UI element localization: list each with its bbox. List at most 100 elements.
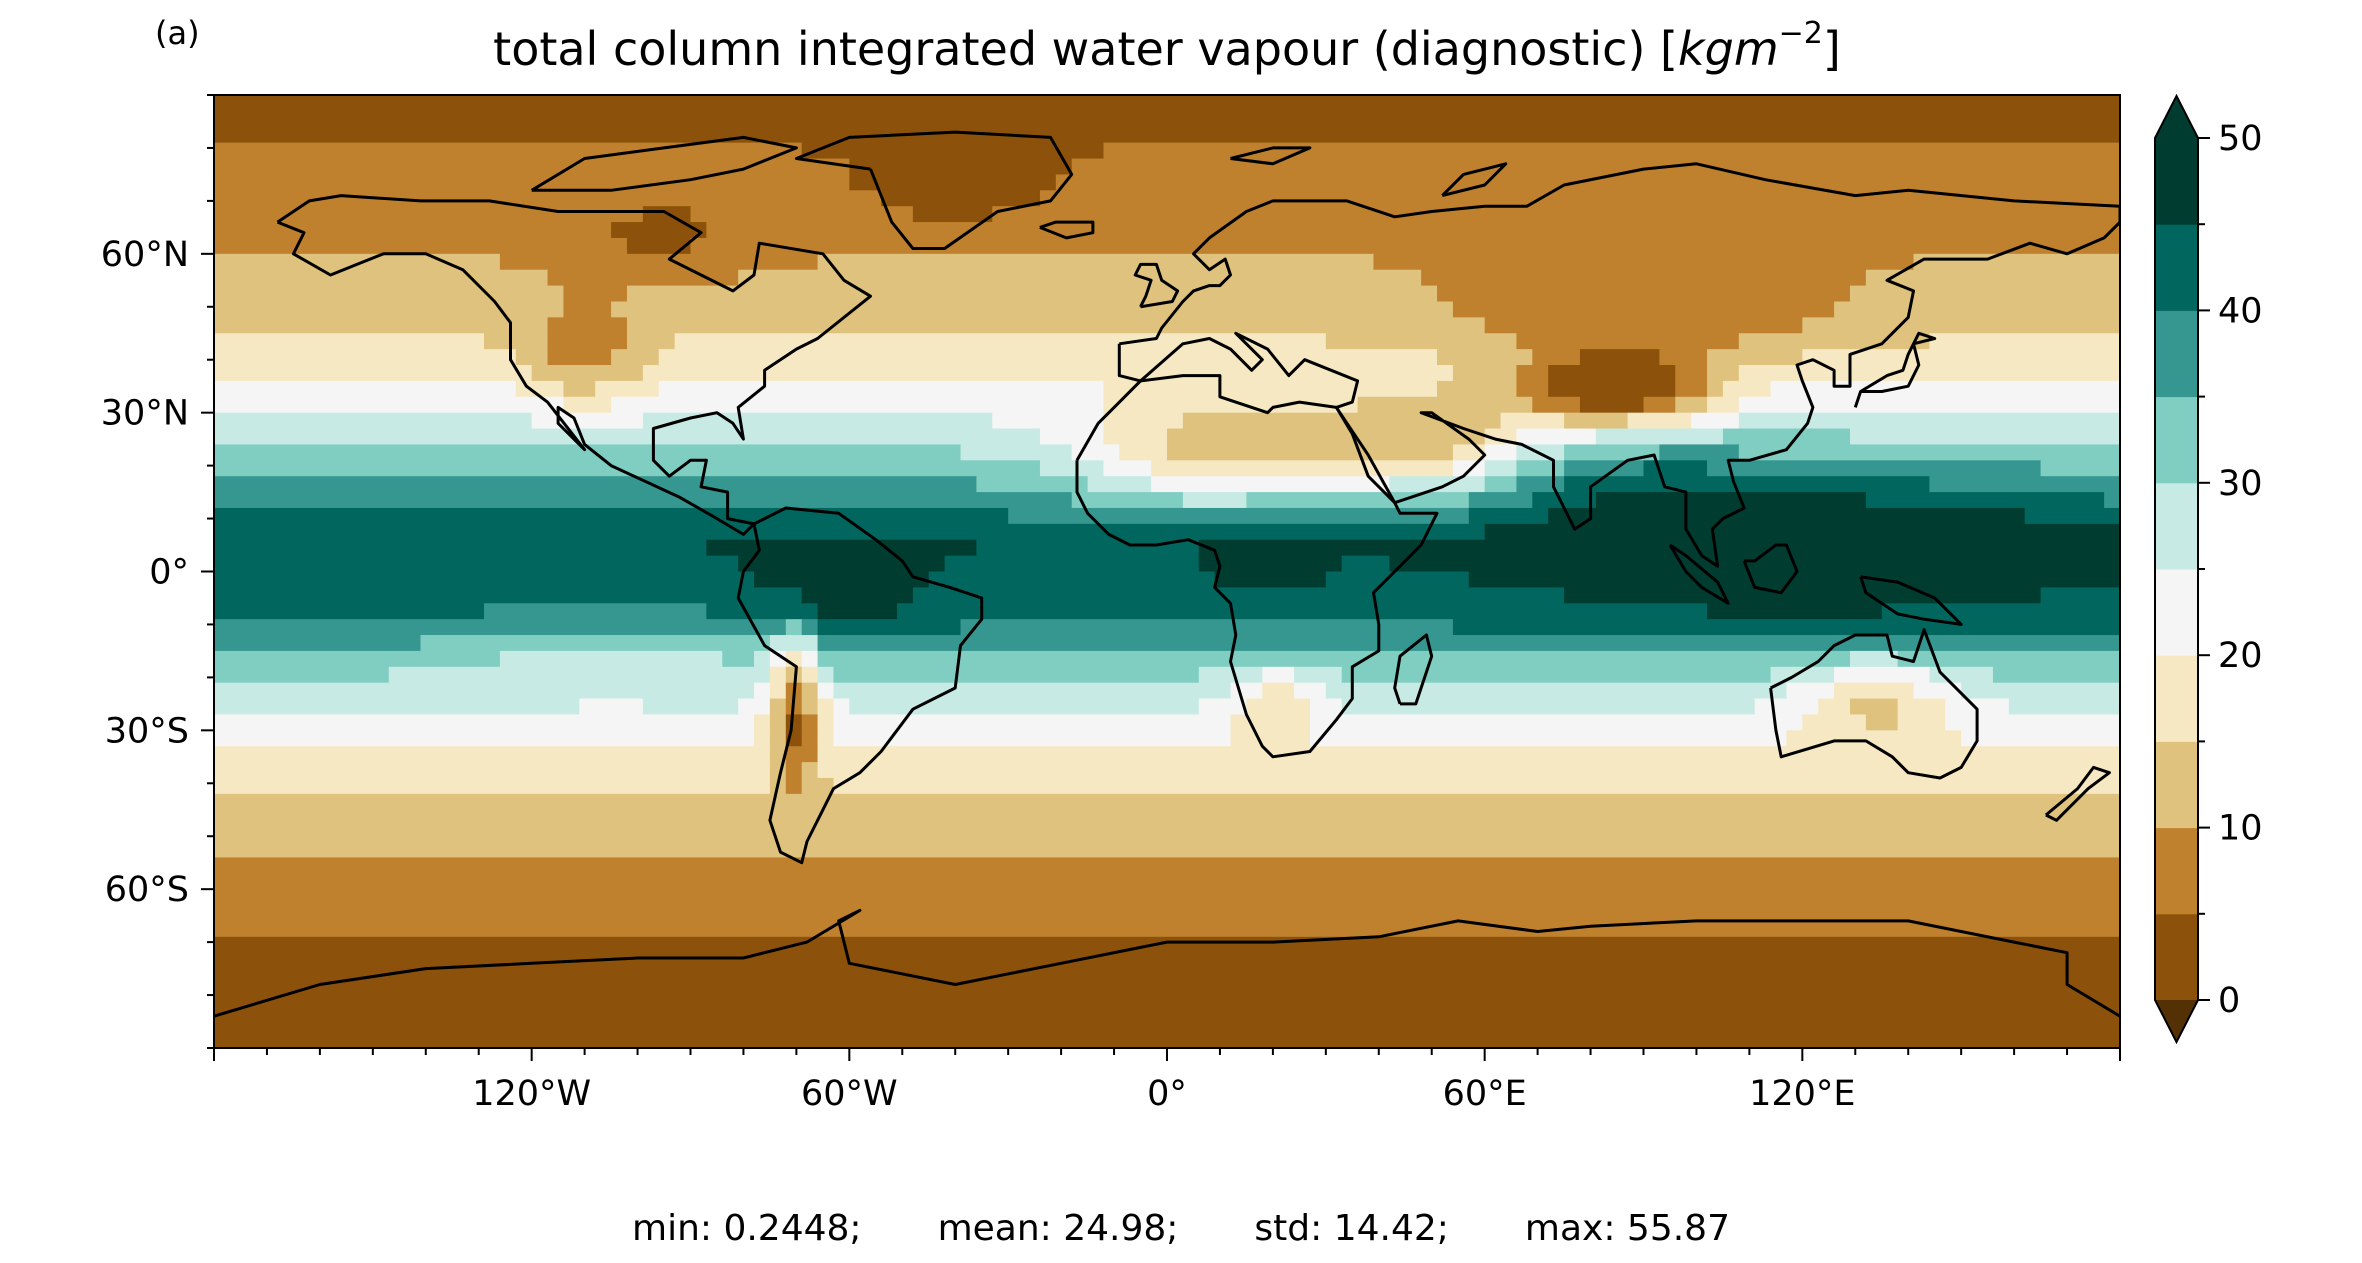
title-text: total column integrated water vapour (di… xyxy=(493,22,1678,76)
colorbar-tick-label: 20 xyxy=(2218,636,2263,676)
field-cell xyxy=(1167,444,1454,461)
field-cell xyxy=(1754,698,1819,716)
field-cell xyxy=(1389,476,1486,493)
field-cell xyxy=(1230,714,1311,731)
field-cell xyxy=(801,714,819,731)
field-cell xyxy=(833,682,1232,700)
field-cell xyxy=(1643,460,1708,477)
field-cell xyxy=(642,698,739,716)
field-cell xyxy=(214,396,565,414)
lon-tick-label: 120°W xyxy=(472,1074,591,1114)
field-cell xyxy=(769,746,787,763)
field-cell xyxy=(1929,476,2120,493)
field-cell xyxy=(1564,412,1629,430)
field-cell xyxy=(1214,571,1327,588)
field-cell xyxy=(1707,365,1740,382)
field-cell xyxy=(214,698,580,716)
field-cell xyxy=(1103,460,1152,477)
field-cell xyxy=(1770,380,2120,398)
field-cell xyxy=(769,730,787,747)
field-cell xyxy=(928,571,1216,588)
colorbar-tick-label: 40 xyxy=(2218,291,2263,331)
field-cell xyxy=(1484,317,1803,334)
field-cell xyxy=(214,905,2120,922)
field-cell xyxy=(1341,698,1756,716)
field-cell xyxy=(1579,396,1645,414)
field-cell xyxy=(1516,365,1549,382)
field-cell xyxy=(801,682,819,700)
field-cell xyxy=(912,587,1565,604)
field-cell xyxy=(817,603,898,620)
field-cell xyxy=(214,857,2120,874)
field-cell xyxy=(484,333,549,350)
field-cell xyxy=(1516,333,1740,350)
field-cell xyxy=(515,380,565,398)
field-cell xyxy=(1103,142,2120,160)
field-cell xyxy=(1230,682,1263,700)
field-cell xyxy=(1532,492,1597,509)
field-cell xyxy=(1595,492,1867,509)
stat-std: std: 14.42; xyxy=(1254,1208,1449,1249)
field-cell xyxy=(214,301,565,318)
field-cell xyxy=(1151,476,1390,493)
field-cell xyxy=(1675,365,1708,382)
field-cell xyxy=(1722,428,1851,446)
field-cell xyxy=(1516,476,1565,493)
field-cell xyxy=(214,650,501,668)
field-cell xyxy=(1786,682,1835,700)
field-cell xyxy=(579,698,644,716)
field-cell xyxy=(1659,444,1740,461)
field-cell xyxy=(1532,349,1581,366)
field-cell xyxy=(1707,380,1724,398)
field-cell xyxy=(1151,460,1454,477)
coastline-japan xyxy=(1853,331,1937,408)
field-cell xyxy=(1897,698,1946,716)
field-cell xyxy=(769,635,819,652)
field-cell xyxy=(1468,492,1533,509)
field-cell xyxy=(1707,603,1883,620)
field-cell xyxy=(1564,460,1645,477)
field-cell xyxy=(2040,460,2120,477)
field-cell xyxy=(499,253,819,271)
field-cell xyxy=(1437,285,1851,303)
field-cell xyxy=(214,984,2120,1001)
colorbar-segment xyxy=(2155,396,2198,484)
field-cell xyxy=(626,237,692,255)
coastline-madagascar xyxy=(1393,633,1434,706)
field-cell xyxy=(214,968,2120,986)
field-cell xyxy=(1691,412,1740,430)
field-cell xyxy=(849,174,1057,191)
field-cell xyxy=(214,126,2120,144)
field-cell xyxy=(801,142,1105,160)
field-cell xyxy=(1865,714,1899,731)
coastline-australia xyxy=(1769,628,1979,780)
field-cell xyxy=(1039,190,2120,207)
field-cell xyxy=(1389,555,2120,573)
field-cell xyxy=(1230,730,1311,747)
lon-tick-label: 0° xyxy=(1147,1074,1187,1114)
field-cell xyxy=(214,539,707,557)
field-cell xyxy=(214,349,517,366)
field-cell xyxy=(611,222,707,239)
field-cell xyxy=(1182,412,1502,430)
field-cell xyxy=(1659,349,1708,366)
stat-mean: mean: 24.98; xyxy=(937,1208,1179,1249)
field-cell xyxy=(214,587,803,604)
field-cell xyxy=(738,269,1422,287)
title-unit-exponent: −2 xyxy=(1778,16,1823,51)
field-cell xyxy=(1834,666,1930,684)
field-cell xyxy=(611,301,1454,318)
field-cell xyxy=(738,555,946,573)
lon-tick-label: 120°E xyxy=(1749,1074,1855,1114)
field-cell xyxy=(484,603,707,620)
field-cell xyxy=(1071,492,1184,509)
field-cell xyxy=(1707,460,2042,477)
field-cell xyxy=(214,206,644,223)
field-cell xyxy=(563,380,596,398)
field-cell xyxy=(1468,571,2120,588)
coastline-arctic-islands xyxy=(530,135,798,192)
field-cell xyxy=(1357,396,1533,414)
field-cell xyxy=(738,698,771,716)
lat-tick-label: 30°S xyxy=(105,711,189,751)
field-cell xyxy=(214,253,501,271)
